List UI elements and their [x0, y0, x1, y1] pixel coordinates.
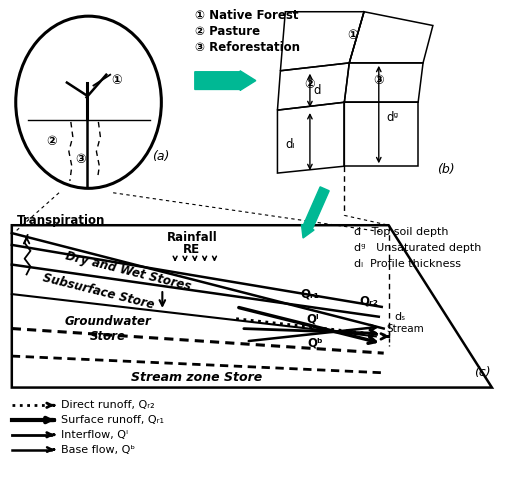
Text: Stream zone Store: Stream zone Store — [131, 371, 262, 384]
Text: Rainfall: Rainfall — [167, 230, 217, 243]
Text: Qᵣ₁: Qᵣ₁ — [301, 288, 320, 301]
Text: Base flow, Qᵇ: Base flow, Qᵇ — [61, 445, 135, 455]
Text: Interflow, Qᴵ: Interflow, Qᴵ — [61, 430, 128, 440]
Text: ②: ② — [46, 135, 56, 148]
Text: dₗ  Profile thickness: dₗ Profile thickness — [354, 259, 461, 269]
Text: ②: ② — [305, 78, 315, 91]
Text: ① Native Forest: ① Native Forest — [195, 9, 298, 22]
FancyArrow shape — [195, 71, 256, 90]
Text: Qᵣ₂: Qᵣ₂ — [359, 294, 378, 307]
Text: Surface runoff, Qᵣ₁: Surface runoff, Qᵣ₁ — [61, 415, 164, 425]
FancyArrow shape — [302, 187, 329, 238]
Text: dₗ: dₗ — [286, 138, 295, 151]
Text: Qᴵ: Qᴵ — [307, 312, 319, 325]
Text: Groundwater
Store: Groundwater Store — [65, 315, 152, 343]
Text: dᵍ: dᵍ — [387, 110, 399, 123]
Text: ② Pasture: ② Pasture — [195, 25, 260, 38]
Text: ①: ① — [111, 74, 122, 87]
Text: ③: ③ — [75, 153, 86, 166]
Text: (b): (b) — [437, 163, 455, 175]
Text: (c): (c) — [474, 366, 490, 380]
Text: Dry and Wet Stores: Dry and Wet Stores — [64, 250, 192, 293]
Text: ①: ① — [347, 29, 358, 42]
Text: ③: ③ — [373, 74, 384, 87]
Text: Direct runoff, Qᵣ₂: Direct runoff, Qᵣ₂ — [61, 400, 154, 410]
Text: Transpiration: Transpiration — [17, 214, 105, 227]
Text: d: d — [314, 84, 321, 97]
Text: RE: RE — [183, 243, 201, 256]
Text: Stream: Stream — [387, 324, 424, 334]
Text: dᵍ   Unsaturated depth: dᵍ Unsaturated depth — [354, 243, 482, 253]
Text: Qᵇ: Qᵇ — [307, 337, 323, 350]
Text: (a): (a) — [152, 150, 169, 163]
Text: Subsurface Store: Subsurface Store — [41, 271, 155, 311]
Text: d   Top soil depth: d Top soil depth — [354, 227, 449, 237]
Text: ③ Reforestation: ③ Reforestation — [195, 41, 300, 54]
Text: dₛ: dₛ — [395, 312, 406, 322]
